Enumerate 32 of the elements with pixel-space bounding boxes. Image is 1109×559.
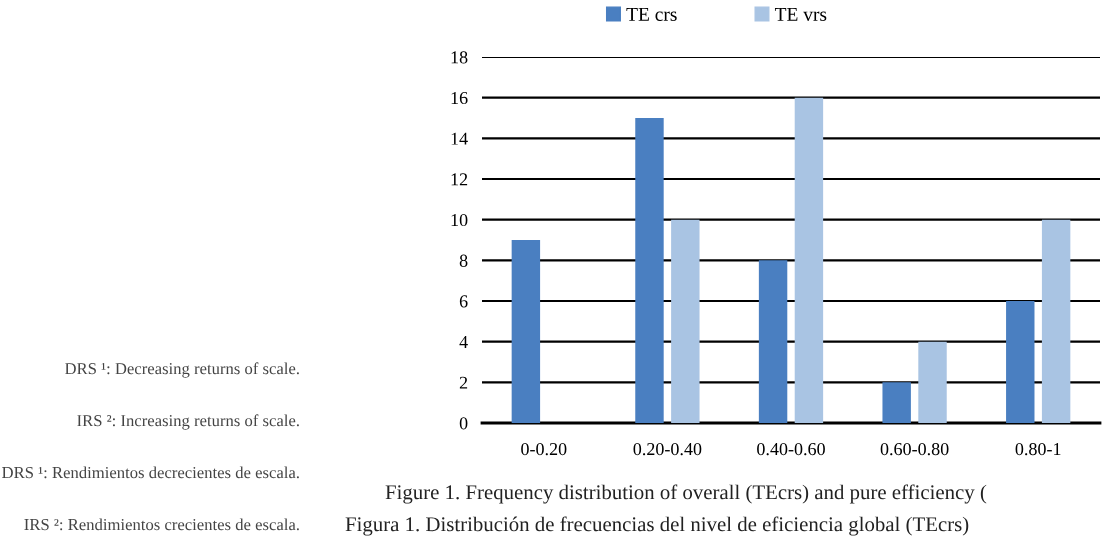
legend-label: TE crs: [626, 7, 677, 21]
bar: [918, 341, 947, 423]
y-tick-label: 12: [451, 173, 468, 186]
bar: [1006, 301, 1035, 423]
y-tick-label: 8: [459, 254, 468, 267]
text: IRS ²: Rendimientos crecientes de escala.: [24, 518, 299, 531]
x-tick-label: 0.40-0.60: [757, 442, 825, 456]
text: Figura 1. Distribución de frecuencias del nivel de eficiencia global (TEcrs): [345, 516, 969, 536]
y-tick-label: 6: [459, 295, 468, 308]
text: DRS ¹: Rendimientos decrecientes de escala.: [2, 466, 299, 479]
y-tick-label: 14: [451, 132, 468, 145]
y-tick-label: 0: [459, 417, 468, 430]
bar: [882, 382, 911, 423]
x-tick-label: 0.80-1: [1015, 442, 1061, 456]
bar: [758, 260, 788, 423]
x-tick-label: 0.20-0.40: [633, 442, 702, 456]
y-tick-label: 18: [451, 51, 468, 64]
text: DRS ¹: Decreasing returns of scale.: [64, 362, 299, 378]
legend-label: TE vrs: [774, 7, 827, 21]
y-tick-label: 4: [459, 336, 468, 348]
caption: Figure 1. Frequency distribution of overall (TEcrs) and pure efficiency (: [385, 484, 987, 504]
bar: [671, 219, 700, 423]
x-tick-label: 0.60-0.80: [880, 442, 949, 456]
bar: [635, 118, 664, 423]
y-tick-label: 10: [451, 213, 468, 227]
y-tick-label: 16: [451, 91, 468, 105]
bar: [1041, 219, 1071, 423]
x-tick-label: 0-0.20: [521, 442, 567, 456]
text: IRS ²: Increasing returns of scale.: [77, 414, 299, 430]
bar: [511, 240, 541, 423]
bar: [794, 97, 824, 423]
y-tick-label: 2: [459, 376, 468, 389]
